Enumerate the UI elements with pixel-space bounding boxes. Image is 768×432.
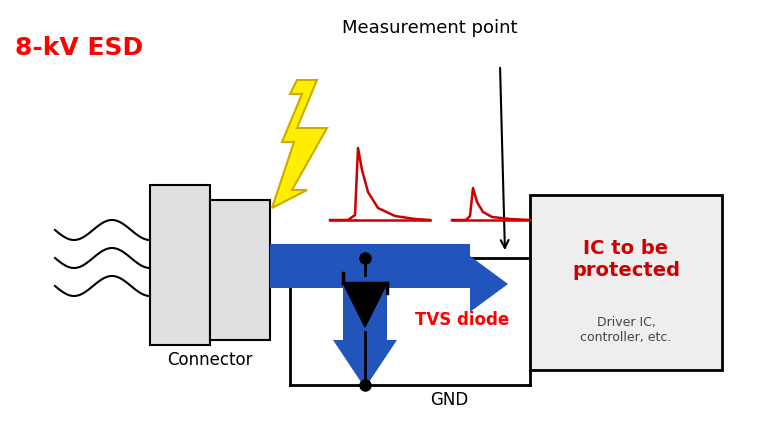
Text: Connector: Connector <box>167 351 253 369</box>
Text: 8-kV ESD: 8-kV ESD <box>15 36 143 60</box>
Polygon shape <box>272 80 327 208</box>
Bar <box>530 195 722 370</box>
Text: GND: GND <box>430 391 468 409</box>
Text: TVS diode: TVS diode <box>415 311 509 329</box>
Bar <box>150 185 210 345</box>
Text: Driver IC,
controller, etc.: Driver IC, controller, etc. <box>581 316 672 344</box>
Bar <box>365 244 470 288</box>
Bar <box>270 244 365 288</box>
Text: Measurement point: Measurement point <box>343 19 518 37</box>
Text: IC to be
protected: IC to be protected <box>572 239 680 280</box>
Polygon shape <box>333 340 397 388</box>
Polygon shape <box>470 256 508 312</box>
Polygon shape <box>343 283 387 327</box>
Bar <box>210 200 270 340</box>
Bar <box>343 244 387 340</box>
